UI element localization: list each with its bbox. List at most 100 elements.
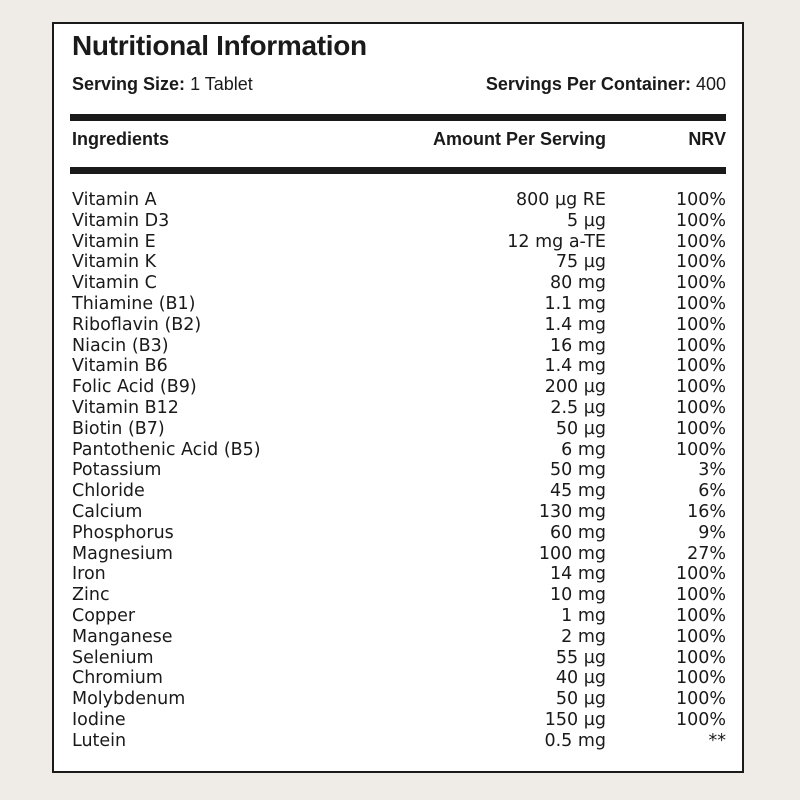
ingredient-name: Riboflavin (B2) xyxy=(72,314,202,335)
table-row: Vitamin B6 1.4 mg 100% xyxy=(72,356,726,377)
table-row: Vitamin K 75 µg 100% xyxy=(72,252,726,273)
table-row: Vitamin D3 5 µg 100% xyxy=(72,211,726,232)
ingredient-amount: 150 µg xyxy=(544,709,606,730)
ingredient-nrv: 3% xyxy=(698,460,726,481)
serving-info: Serving Size: 1 Tablet Servings Per Cont… xyxy=(72,74,726,98)
table-row: Potassium 50 mg 3% xyxy=(72,460,726,481)
ingredient-nrv: 100% xyxy=(675,418,726,439)
table-row: Phosphorus 60 mg 9% xyxy=(72,523,726,544)
ingredients-table: Vitamin A 800 µg RE 100% Vitamin D3 5 µg 100%… xyxy=(72,190,726,752)
ingredient-amount: 55 µg xyxy=(555,647,606,668)
ingredient-amount: 45 mg xyxy=(550,481,606,502)
serving-size-label: Serving Size: xyxy=(72,74,186,94)
ingredient-nrv: 100% xyxy=(675,397,726,418)
header-nrv: NRV xyxy=(688,129,726,149)
table-row: Pantothenic Acid (B5) 6 mg 100% xyxy=(72,440,726,461)
table-row: Iodine 150 µg 100% xyxy=(72,710,726,731)
ingredient-name: Biotin (B7) xyxy=(72,418,165,439)
ingredient-name: Folic Acid (B9) xyxy=(72,377,197,398)
ingredient-nrv: 100% xyxy=(675,314,726,335)
ingredient-amount: 130 mg xyxy=(538,501,606,522)
serving-size: Serving Size: 1 Tablet xyxy=(72,74,253,95)
ingredient-name: Thiamine (B1) xyxy=(72,293,196,314)
table-row: Vitamin E 12 mg a-TE 100% xyxy=(72,232,726,253)
ingredient-amount: 5 µg xyxy=(567,210,606,231)
ingredient-name: Vitamin D3 xyxy=(72,210,170,231)
ingredient-name: Vitamin E xyxy=(72,231,156,252)
divider-header xyxy=(70,167,726,174)
table-row: Magnesium 100 mg 27% xyxy=(72,544,726,565)
ingredient-amount: 200 µg xyxy=(544,377,606,398)
ingredient-name: Chromium xyxy=(72,668,163,689)
ingredient-nrv: 100% xyxy=(675,377,726,398)
ingredient-nrv: 100% xyxy=(675,190,726,210)
table-row: Manganese 2 mg 100% xyxy=(72,627,726,648)
ingredient-nrv: ** xyxy=(708,730,727,751)
ingredient-name: Magnesium xyxy=(72,543,173,564)
ingredient-amount: 50 µg xyxy=(555,418,606,439)
ingredient-amount: 0.5 mg xyxy=(544,730,606,751)
ingredient-nrv: 9% xyxy=(698,522,726,543)
ingredient-name: Vitamin B12 xyxy=(72,397,179,418)
ingredient-amount: 800 µg RE xyxy=(516,190,606,210)
ingredient-name: Calcium xyxy=(72,501,143,522)
ingredient-amount: 14 mg xyxy=(550,564,606,585)
ingredient-nrv: 100% xyxy=(675,252,726,273)
ingredient-amount: 40 µg xyxy=(555,668,606,689)
ingredient-amount: 12 mg a-TE xyxy=(507,231,606,252)
ingredient-nrv: 100% xyxy=(675,647,726,668)
ingredient-name: Niacin (B3) xyxy=(72,335,169,356)
table-row: Riboflavin (B2) 1.4 mg 100% xyxy=(72,315,726,336)
ingredient-amount: 2.5 µg xyxy=(550,397,606,418)
servings-per-container-label: Servings Per Container: xyxy=(485,74,691,94)
ingredient-amount: 80 mg xyxy=(550,273,606,294)
ingredient-amount: 10 mg xyxy=(550,585,606,606)
ingredient-name: Potassium xyxy=(72,460,162,481)
ingredient-name: Iron xyxy=(72,564,106,585)
header-ingredients: Ingredients xyxy=(72,129,170,149)
table-row: Lutein 0.5 mg ** xyxy=(72,731,726,752)
table-row: Iron 14 mg 100% xyxy=(72,564,726,585)
table-row: Zinc 10 mg 100% xyxy=(72,585,726,606)
table-row: Copper 1 mg 100% xyxy=(72,606,726,627)
ingredient-amount: 75 µg xyxy=(555,252,606,273)
ingredient-nrv: 100% xyxy=(675,356,726,377)
ingredient-nrv: 100% xyxy=(675,293,726,314)
ingredient-name: Molybdenum xyxy=(72,689,186,710)
table-row: Chromium 40 µg 100% xyxy=(72,668,726,689)
ingredient-amount: 1.4 mg xyxy=(544,314,606,335)
ingredient-name: Phosphorus xyxy=(72,522,174,543)
ingredient-nrv: 100% xyxy=(675,210,726,231)
ingredient-nrv: 100% xyxy=(675,709,726,730)
ingredient-amount: 1 mg xyxy=(561,605,606,626)
table-header: Ingredients Amount Per Serving NRV xyxy=(72,129,726,153)
ingredient-name: Zinc xyxy=(72,585,110,606)
table-row: Thiamine (B1) 1.1 mg 100% xyxy=(72,294,726,315)
ingredient-amount: 16 mg xyxy=(550,335,606,356)
ingredient-nrv: 100% xyxy=(675,564,726,585)
ingredient-nrv: 100% xyxy=(675,585,726,606)
ingredient-name: Copper xyxy=(72,605,136,626)
ingredient-amount: 2 mg xyxy=(561,626,606,647)
ingredient-name: Vitamin B6 xyxy=(72,356,168,377)
serving-size-value: 1 Tablet xyxy=(190,74,253,94)
ingredient-nrv: 100% xyxy=(675,231,726,252)
table-row: Biotin (B7) 50 µg 100% xyxy=(72,419,726,440)
ingredient-amount: 1.4 mg xyxy=(544,356,606,377)
header-amount: Amount Per Serving xyxy=(432,129,606,149)
ingredient-nrv: 100% xyxy=(675,626,726,647)
ingredient-amount: 6 mg xyxy=(561,439,606,460)
nutrition-panel: Nutritional Information Serving Size: 1 … xyxy=(52,22,744,773)
ingredient-name: Chloride xyxy=(72,481,145,502)
ingredient-name: Lutein xyxy=(72,730,127,751)
table-row: Vitamin A 800 µg RE 100% xyxy=(72,190,726,211)
ingredient-amount: 50 µg xyxy=(555,689,606,710)
panel-title: Nutritional Information xyxy=(72,30,367,61)
ingredient-nrv: 100% xyxy=(675,689,726,710)
ingredient-name: Vitamin C xyxy=(72,273,157,294)
ingredient-name: Pantothenic Acid (B5) xyxy=(72,439,261,460)
ingredient-nrv: 6% xyxy=(698,481,726,502)
servings-per-container: Servings Per Container: 400 xyxy=(486,74,726,95)
ingredient-nrv: 27% xyxy=(687,543,726,564)
ingredient-nrv: 16% xyxy=(687,501,726,522)
